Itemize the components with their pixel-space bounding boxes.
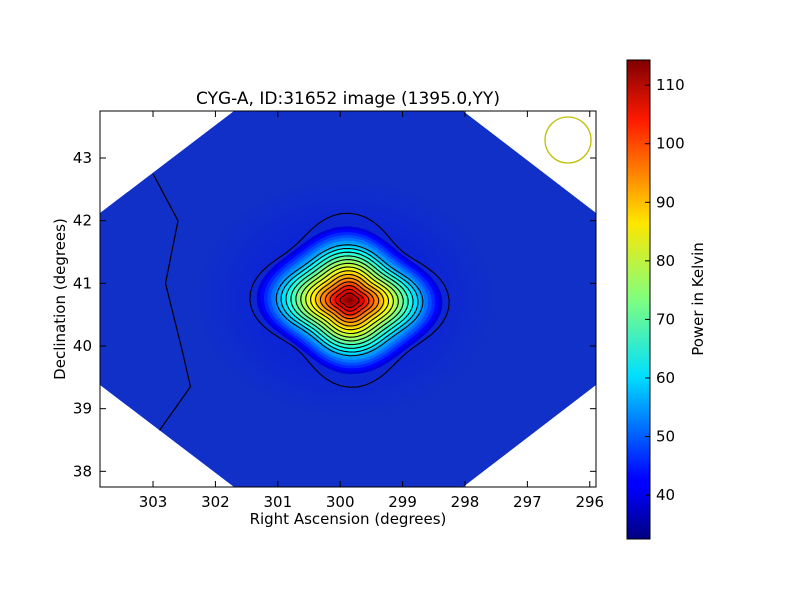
contour-line — [300, 262, 399, 338]
x-axis: 303 302 301 300 299 298 297 296 — [139, 111, 604, 511]
colorbar-tick-label: 70 — [656, 310, 675, 328]
contour-line — [329, 285, 370, 316]
y-axis-label: Declination (degrees) — [51, 218, 69, 380]
colorbar-tick-label: 110 — [656, 76, 685, 94]
contour-line — [249, 212, 450, 388]
chart-title: CYG-A, ID:31652 image (1395.0,YY) — [196, 89, 500, 109]
x-axis-label: Right Ascension (degrees) — [250, 510, 447, 528]
y-tick-label: 42 — [73, 212, 92, 230]
colorbar-tick-label: 100 — [656, 135, 685, 153]
contour-line — [310, 270, 390, 331]
y-axis: 38 39 40 41 42 43 — [73, 149, 596, 480]
x-tick-label: 300 — [326, 493, 355, 511]
colorbar-tick-label: 50 — [656, 428, 675, 446]
y-tick-label: 41 — [73, 274, 92, 292]
contour-line — [280, 247, 419, 353]
beam-circle — [544, 116, 592, 164]
colorbar-label: Power in Kelvin — [689, 242, 707, 356]
x-tick-label: 297 — [513, 493, 542, 511]
sky-footprint — [100, 111, 596, 487]
intensity-layer — [256, 226, 443, 375]
y-tick-label: 43 — [73, 149, 92, 167]
plot-area — [100, 111, 596, 487]
colorbar-tick-label: 80 — [656, 252, 675, 270]
contour-line — [319, 277, 380, 323]
x-tick-label: 303 — [139, 493, 168, 511]
y-tick-label: 39 — [73, 400, 92, 418]
contour-line — [314, 273, 385, 327]
colorbar-gradient — [626, 59, 651, 540]
contour-line — [339, 292, 360, 309]
axes-frame — [99, 110, 597, 488]
contour-layer — [152, 173, 450, 431]
contour-line — [324, 281, 375, 320]
colorbar-tick-label: 90 — [656, 193, 675, 211]
x-tick-label: 299 — [388, 493, 417, 511]
contour-line — [290, 255, 409, 346]
contour-line — [305, 266, 394, 335]
y-tick-label: 38 — [73, 462, 92, 480]
x-tick-label: 296 — [575, 493, 604, 511]
colorbar: 40 50 60 70 80 90 100 110 Power in Kelvin — [626, 59, 707, 540]
x-tick-label: 301 — [263, 493, 292, 511]
y-tick-label: 40 — [73, 337, 92, 355]
intensity-shell — [346, 297, 353, 303]
contour-line — [295, 259, 404, 342]
contour-line — [275, 244, 424, 357]
x-tick-label: 302 — [201, 493, 230, 511]
x-tick-label: 298 — [451, 493, 480, 511]
colorbar-tick-label: 40 — [656, 486, 675, 504]
colorbar-ticks: 40 50 60 70 80 90 100 110 — [645, 76, 685, 504]
contour-line — [285, 251, 414, 349]
contour-line — [334, 288, 365, 312]
colorbar-tick-label: 60 — [656, 369, 675, 387]
contour-line-edge — [152, 173, 192, 431]
